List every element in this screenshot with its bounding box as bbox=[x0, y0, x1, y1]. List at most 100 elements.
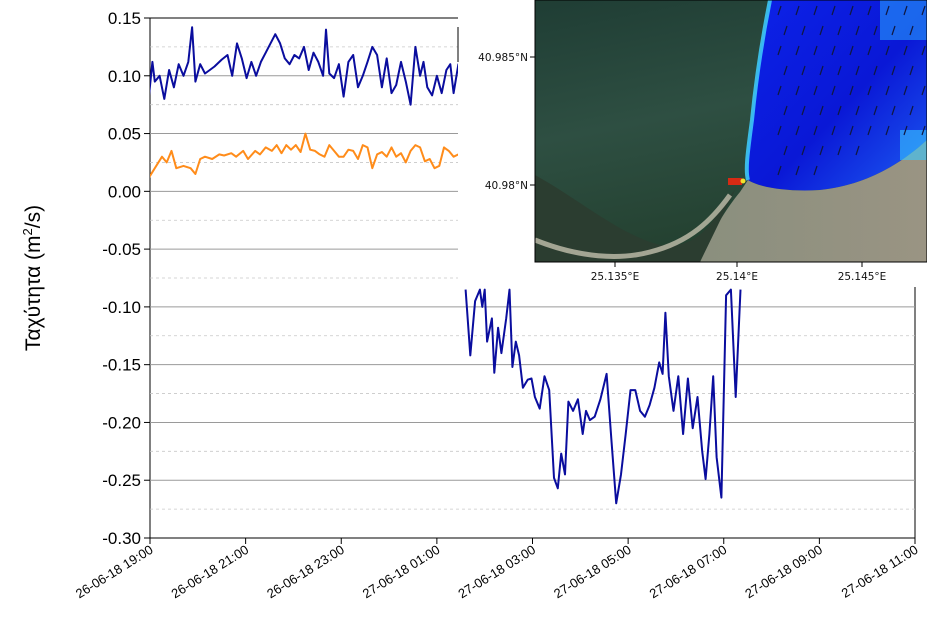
current-arrow bbox=[873, 105, 878, 116]
current-arrow bbox=[849, 85, 854, 96]
xtick-label: 27-06-18 05:00 bbox=[551, 542, 634, 601]
current-arrow bbox=[909, 65, 914, 76]
series-0-line-0 bbox=[150, 26, 465, 123]
current-arrow bbox=[903, 85, 908, 96]
current-arrow bbox=[867, 125, 872, 136]
xtick-label: 26-06-18 21:00 bbox=[168, 542, 251, 601]
current-arrow bbox=[903, 5, 908, 16]
ytick-label: 0.00 bbox=[108, 182, 141, 201]
current-arrow bbox=[855, 25, 860, 36]
jetty-marker bbox=[740, 178, 746, 184]
beach-land bbox=[700, 140, 927, 262]
current-arrow bbox=[831, 5, 836, 16]
xtick-label: 26-06-18 19:00 bbox=[73, 542, 156, 601]
current-arrow bbox=[873, 25, 878, 36]
current-arrow bbox=[777, 165, 782, 176]
current-arrow bbox=[801, 65, 806, 76]
current-vectors bbox=[777, 5, 926, 176]
current-arrow bbox=[891, 105, 896, 116]
ytick-label: -0.15 bbox=[102, 356, 141, 375]
xtick-label: 27-06-18 09:00 bbox=[742, 542, 825, 601]
current-arrow bbox=[885, 5, 890, 16]
current-arrow bbox=[777, 45, 782, 56]
series-layer bbox=[150, 26, 742, 505]
lon-label-3: 25.145°E bbox=[838, 271, 887, 283]
y-axis-label: Ταχύτητα (m2/s) bbox=[20, 205, 45, 351]
current-arrow bbox=[801, 105, 806, 116]
current-arrow bbox=[849, 45, 854, 56]
xtick-label: 27-06-18 03:00 bbox=[455, 542, 538, 601]
current-arrow bbox=[783, 105, 788, 116]
current-arrow bbox=[801, 145, 806, 156]
ytick-label: -0.30 bbox=[102, 529, 141, 548]
ytick-label: 0.05 bbox=[108, 125, 141, 144]
current-arrow bbox=[819, 25, 824, 36]
jetty bbox=[728, 178, 742, 185]
current-arrow bbox=[813, 165, 818, 176]
current-arrow bbox=[867, 85, 872, 96]
current-arrow bbox=[831, 85, 836, 96]
current-arrow bbox=[777, 5, 782, 16]
current-arrow bbox=[909, 105, 914, 116]
satellite-image bbox=[535, 0, 927, 262]
current-arrow bbox=[921, 85, 926, 96]
current-arrow bbox=[849, 125, 854, 136]
current-arrow bbox=[849, 5, 854, 16]
current-arrow bbox=[855, 145, 860, 156]
lat-label-1: 40.985°N bbox=[478, 52, 528, 64]
current-arrow bbox=[909, 25, 914, 36]
current-arrow bbox=[783, 145, 788, 156]
current-arrow bbox=[921, 45, 926, 56]
current-arrow bbox=[777, 85, 782, 96]
inset-map: 40.985°N 40.98°N 25.135°E 25.14°E 25.145… bbox=[457, 0, 927, 287]
current-arrow bbox=[819, 65, 824, 76]
current-arrow bbox=[837, 65, 842, 76]
ytick-label: -0.25 bbox=[102, 471, 141, 490]
current-arrow bbox=[837, 105, 842, 116]
lon-label-1: 25.135°E bbox=[591, 271, 640, 283]
x-axis: 26-06-18 19:00 26-06-18 21:00 26-06-18 23:… bbox=[73, 538, 921, 601]
current-arrow bbox=[885, 85, 890, 96]
lat-label-2: 40.98°N bbox=[485, 180, 528, 192]
current-arrow bbox=[783, 65, 788, 76]
current-arrow bbox=[837, 25, 842, 36]
inset-map-frame bbox=[534, 0, 927, 263]
current-arrow bbox=[831, 45, 836, 56]
current-arrow bbox=[855, 65, 860, 76]
current-arrow bbox=[891, 65, 896, 76]
shoreline-light bbox=[744, 0, 772, 181]
current-arrow bbox=[795, 165, 800, 176]
current-arrow bbox=[921, 125, 926, 136]
coast-strip bbox=[535, 193, 733, 259]
dark-shore bbox=[535, 175, 735, 262]
series-1-line-0 bbox=[150, 132, 465, 178]
ytick-label: 0.10 bbox=[108, 67, 141, 86]
xtick-label: 27-06-18 07:00 bbox=[647, 542, 730, 601]
ytick-label: -0.05 bbox=[102, 240, 141, 259]
current-arrow bbox=[903, 45, 908, 56]
current-arrow bbox=[867, 45, 872, 56]
current-arrow bbox=[813, 5, 818, 16]
current-arrow bbox=[903, 125, 908, 136]
current-arrow bbox=[783, 25, 788, 36]
current-arrow bbox=[813, 85, 818, 96]
current-arrow bbox=[819, 145, 824, 156]
xtick-label: 26-06-18 23:00 bbox=[264, 542, 347, 601]
current-arrow bbox=[867, 5, 872, 16]
current-arrow bbox=[831, 125, 836, 136]
series-0-line-1 bbox=[464, 288, 742, 505]
current-arrow bbox=[921, 5, 926, 16]
current-arrow bbox=[819, 105, 824, 116]
current-arrow bbox=[891, 25, 896, 36]
current-arrow bbox=[795, 45, 800, 56]
ytick-label: -0.10 bbox=[102, 298, 141, 317]
current-arrow bbox=[813, 45, 818, 56]
current-arrow bbox=[813, 125, 818, 136]
xtick-label: 27-06-18 01:00 bbox=[360, 542, 443, 601]
current-arrow bbox=[873, 65, 878, 76]
current-arrow bbox=[837, 145, 842, 156]
current-arrow bbox=[855, 105, 860, 116]
ytick-label: -0.20 bbox=[102, 413, 141, 432]
current-arrow bbox=[795, 85, 800, 96]
